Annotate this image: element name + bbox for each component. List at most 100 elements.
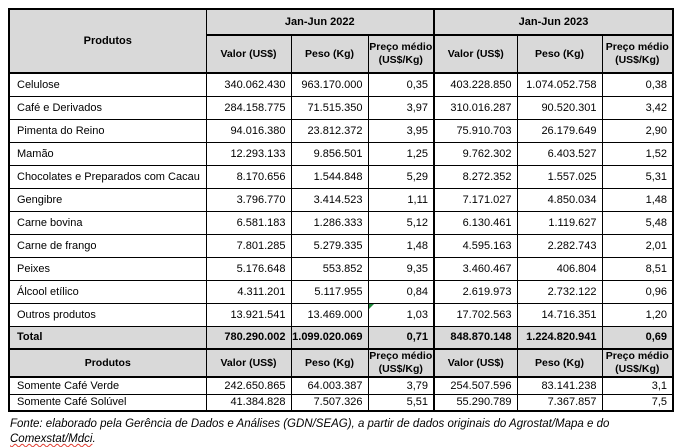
preco-2022: 5,12 [367,210,435,235]
preco-2022: 1,25 [367,141,435,166]
period-header-2023: Jan-Jun 2023 [432,8,674,36]
valor-2022: 8.170.656 [205,164,292,189]
peso-2023: 83.141.238 [516,376,603,395]
table-row: Mamão 12.293.133 9.856.501 1,25 9.762.30… [8,141,674,166]
sub-col-header-preco-2023: Preço médio (US$/Kg) [601,348,674,378]
preco-2022: 1,03 [367,302,435,327]
total-preco-2023: 0,69 [601,325,674,350]
total-peso-2022: 1.099.020.069 [290,325,369,350]
total-preco-2022: 0,71 [367,325,435,350]
total-label: Total [8,325,207,350]
product-name: Mamão [8,141,207,166]
valor-2022: 3.796.770 [205,187,292,212]
sub-col-header-valor-2022: Valor (US$) [205,348,292,378]
table-row: Carne bovina 6.581.183 1.286.333 5,12 6.… [8,210,674,235]
sub-col-header-preco-2022: Preço médio (US$/Kg) [367,348,435,378]
sub-table-header-row: Produtos Valor (US$) Peso (Kg) Preço méd… [8,348,674,378]
valor-2022: 94.016.380 [205,118,292,143]
peso-2022: 13.469.000 [290,302,369,327]
table-row: Somente Café Verde 242.650.865 64.003.38… [8,376,674,395]
product-name: Álcool etílico [8,279,207,304]
table-row: Gengibre 3.796.770 3.414.523 1,11 7.171.… [8,187,674,212]
preco-2023: 1,52 [601,141,674,166]
peso-2023: 6.403.527 [516,141,603,166]
peso-2023: 1.557.025 [516,164,603,189]
valor-2023: 7.171.027 [433,187,518,212]
source-footnote: Fonte: elaborado pela Gerência de Dados … [8,417,672,447]
product-name: Gengibre [8,187,207,212]
preco-2023: 8,51 [601,256,674,281]
valor-2022: 12.293.133 [205,141,292,166]
valor-2023: 4.595.163 [433,233,518,258]
col-header-peso-2022: Peso (Kg) [290,34,369,74]
total-row: Total 780.290.002 1.099.020.069 0,71 848… [8,325,674,350]
valor-2022: 242.650.865 [205,376,292,395]
preco-2023: 7,5 [601,393,674,412]
products-table: Produtos Jan-Jun 2022 Jan-Jun 2023 Valor… [8,8,675,412]
valor-2022: 4.311.201 [205,279,292,304]
product-name: Somente Café Solúvel [8,393,207,412]
peso-2022: 5.117.955 [290,279,369,304]
sub-col-header-peso-2023: Peso (Kg) [516,348,603,378]
preco-2023: 0,38 [601,72,674,97]
table-row: Carne de frango 7.801.285 5.279.335 1,48… [8,233,674,258]
product-name: Celulose [8,72,207,97]
peso-2023: 14.716.351 [516,302,603,327]
preco-2022: 0,84 [367,279,435,304]
product-name: Carne de frango [8,233,207,258]
table-row: Álcool etílico 4.311.201 5.117.955 0,84 … [8,279,674,304]
valor-2022: 41.384.828 [205,393,292,412]
peso-2022: 963.170.000 [290,72,369,97]
col-header-valor-2023: Valor (US$) [433,34,518,74]
cell-error-marker-icon [369,304,374,309]
peso-2022: 1.286.333 [290,210,369,235]
product-name: Somente Café Verde [8,376,207,395]
valor-2023: 254.507.596 [433,376,518,395]
peso-2022: 553.852 [290,256,369,281]
table-row: Peixes 5.176.648 553.852 9,35 3.460.467 … [8,256,674,281]
peso-2022: 71.515.350 [290,95,369,120]
table-row: Chocolates e Preparados com Cacau 8.170.… [8,164,674,189]
source-footnote-line2: Comexstat/Mdci. [10,433,96,445]
valor-2023: 55.290.789 [433,393,518,412]
preco-2022: 3,97 [367,95,435,120]
valor-2023: 75.910.703 [433,118,518,143]
peso-2023: 1.074.052.758 [516,72,603,97]
preco-2023: 0,96 [601,279,674,304]
preco-2023: 1,48 [601,187,674,212]
valor-2023: 9.762.302 [433,141,518,166]
source-footnote-line1: Fonte: elaborado pela Gerência de Dados … [10,418,610,430]
table-row: Pimenta do Reino 94.016.380 23.812.372 3… [8,118,674,143]
period-header-2022: Jan-Jun 2022 [205,8,435,36]
peso-2022: 5.279.335 [290,233,369,258]
preco-2023: 1,20 [601,302,674,327]
valor-2023: 2.619.973 [433,279,518,304]
peso-2022: 64.003.387 [290,376,369,395]
preco-2022: 1,11 [367,187,435,212]
product-name: Chocolates e Preparados com Cacau [8,164,207,189]
preco-2023: 3,1 [601,376,674,395]
peso-2023: 26.179.649 [516,118,603,143]
total-valor-2022: 780.290.002 [205,325,292,350]
product-name: Café e Derivados [8,95,207,120]
sub-products-column-header: Produtos [8,348,207,378]
col-header-preco-2023: Preço médio (US$/Kg) [601,34,674,74]
preco-2022: 5,51 [367,393,435,412]
valor-2022: 340.062.430 [205,72,292,97]
valor-2023: 8.272.352 [433,164,518,189]
peso-2022: 1.544.848 [290,164,369,189]
peso-2022: 9.856.501 [290,141,369,166]
valor-2023: 310.016.287 [433,95,518,120]
valor-2023: 3.460.467 [433,256,518,281]
valor-2022: 6.581.183 [205,210,292,235]
product-name: Pimenta do Reino [8,118,207,143]
preco-2022: 9,35 [367,256,435,281]
valor-2022: 13.921.541 [205,302,292,327]
products-column-header: Produtos [8,8,207,74]
peso-2023: 90.520.301 [516,95,603,120]
valor-2023: 17.702.563 [433,302,518,327]
valor-2023: 6.130.461 [433,210,518,235]
product-name: Outros produtos [8,302,207,327]
table-row: Celulose 340.062.430 963.170.000 0,35 40… [8,72,674,97]
